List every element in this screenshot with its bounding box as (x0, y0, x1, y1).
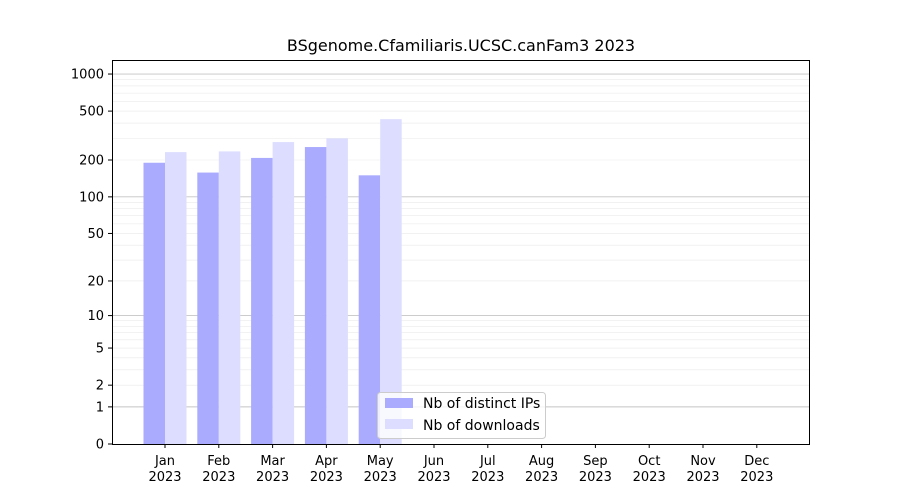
x-axis: Jan2023Feb2023Mar2023Apr2023May2023Jun20… (148, 444, 773, 485)
bar-distinct-ips-may (358, 175, 381, 444)
bar-distinct-ips-mar (251, 157, 273, 444)
bar-downloads-may (380, 119, 402, 444)
legend-label-downloads: Nb of downloads (423, 418, 540, 434)
x-tick-label-month: Sep (583, 454, 608, 469)
legend-swatch-downloads (385, 419, 413, 429)
x-tick-label-month: Nov (690, 454, 716, 469)
bar-downloads-apr (326, 138, 348, 444)
y-tick-label: 50 (87, 227, 104, 242)
y-tick-label: 1000 (71, 68, 104, 83)
bar-distinct-ips-jan (143, 162, 165, 444)
x-tick-label-year: 2023 (686, 470, 719, 485)
x-tick-label-month: Aug (529, 454, 554, 469)
y-tick-label: 200 (79, 154, 104, 169)
legend-label-distinct-ips: Nb of distinct IPs (423, 396, 540, 412)
x-tick-label-month: May (367, 454, 394, 469)
bar-downloads-mar (272, 142, 295, 444)
x-tick-label-year: 2023 (579, 470, 612, 485)
y-tick-label: 2 (96, 379, 104, 394)
y-tick-label: 10 (87, 309, 104, 324)
x-tick-label-month: Feb (207, 454, 230, 469)
x-tick-label-year: 2023 (256, 470, 289, 485)
x-tick-label-year: 2023 (364, 470, 397, 485)
x-tick-label-year: 2023 (471, 470, 504, 485)
plot-frame (112, 60, 810, 445)
legend: Nb of distinct IPs Nb of downloads (377, 392, 546, 439)
bar-downloads-feb (218, 151, 241, 444)
x-tick-label-year: 2023 (525, 470, 558, 485)
legend-swatch-distinct-ips (385, 398, 413, 408)
y-tick-label: 5 (96, 342, 104, 357)
bar-downloads-jan (165, 152, 187, 444)
x-tick-label-month: Jun (423, 454, 444, 469)
y-tick-label: 500 (79, 105, 104, 120)
x-tick-label-month: Mar (260, 454, 285, 469)
y-tick-label: 100 (79, 190, 104, 205)
bars (143, 119, 402, 444)
x-tick-label-month: Apr (315, 454, 338, 469)
chart-title: BSgenome.Cfamiliaris.UCSC.canFam3 2023 (287, 36, 635, 55)
x-tick-label-month: Jul (479, 454, 496, 469)
x-tick-label-month: Dec (744, 454, 769, 469)
y-tick-label: 1 (96, 400, 104, 415)
x-tick-label-year: 2023 (202, 470, 235, 485)
y-tick-label: 0 (96, 438, 104, 453)
bar-distinct-ips-apr (304, 147, 327, 444)
bar-distinct-ips-feb (197, 172, 219, 444)
x-tick-label-month: Jan (154, 454, 175, 469)
x-tick-label-year: 2023 (148, 470, 181, 485)
x-tick-label-year: 2023 (633, 470, 666, 485)
x-tick-label-year: 2023 (417, 470, 450, 485)
legend-box (377, 392, 546, 439)
y-axis: 0 1 2 5 10 20 50 100 200 500 1000 (71, 68, 112, 453)
x-tick-label-month: Oct (638, 454, 660, 469)
x-tick-label-year: 2023 (310, 470, 343, 485)
x-tick-label-year: 2023 (740, 470, 773, 485)
y-tick-label: 20 (87, 274, 104, 289)
